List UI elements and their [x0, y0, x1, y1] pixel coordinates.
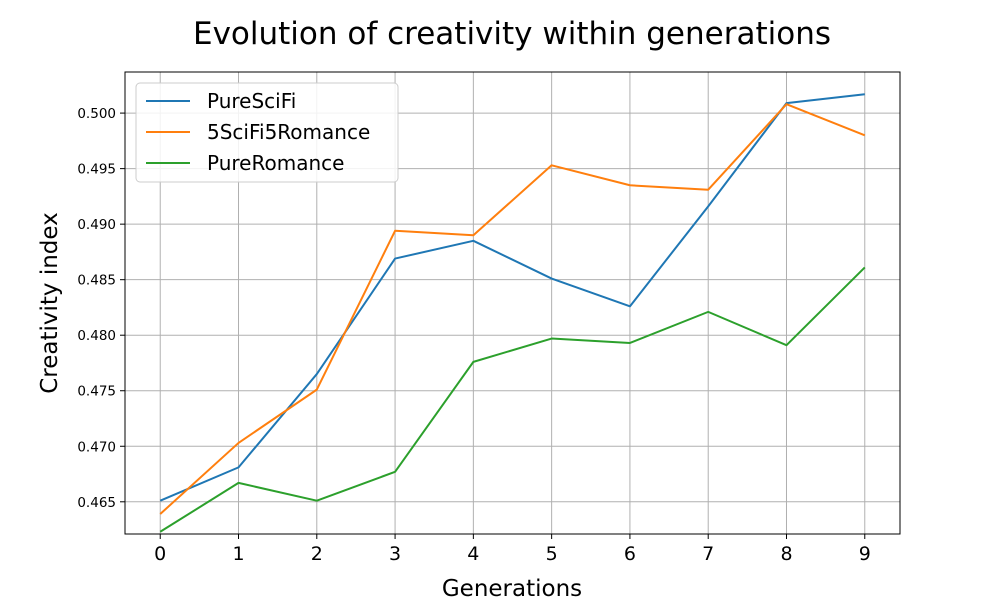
x-tick-label: 5	[546, 543, 558, 565]
y-tick-label: 0.495	[77, 162, 116, 178]
x-tick-label: 6	[624, 543, 636, 565]
legend-label: 5SciFi5Romance	[207, 120, 370, 144]
y-tick-label: 0.485	[77, 273, 116, 289]
x-tick-label: 3	[389, 543, 401, 565]
y-axis-label: Creativity index	[37, 212, 63, 394]
legend-box	[135, 82, 399, 183]
legend: PureSciFi 5SciFi5Romance PureRomance	[135, 82, 399, 183]
x-tick-label: 8	[780, 543, 792, 565]
x-tick-label: 0	[154, 543, 166, 565]
x-tick-label: 4	[467, 543, 479, 565]
y-tick-label: 0.500	[77, 106, 116, 122]
x-tick-label: 7	[702, 543, 714, 565]
y-tick-label: 0.470	[77, 439, 116, 455]
series-line-5scifi5romance	[159, 103, 866, 515]
y-tick-label: 0.480	[77, 328, 116, 344]
plot-frame	[124, 71, 901, 535]
x-tick-label: 2	[311, 543, 323, 565]
series-line-pureromance	[159, 266, 866, 533]
y-tick-label: 0.475	[77, 384, 116, 400]
y-tick-label: 0.490	[77, 217, 116, 233]
x-tick-label: 1	[232, 543, 244, 565]
x-axis-label: Generations	[442, 576, 582, 600]
y-axis-ticks: 0.465 0.470 0.475 0.480 0.485 0.490 0.495 0.500	[77, 106, 125, 511]
series-layer	[159, 93, 866, 533]
y-tick-label: 0.465	[77, 495, 116, 511]
legend-label: PureRomance	[207, 151, 344, 175]
chart-title: Evolution of creativity within generatio…	[193, 16, 831, 52]
legend-label: PureSciFi	[207, 89, 296, 113]
series-line-purescifi	[159, 93, 865, 502]
x-axis-ticks: 0 1 2 3 4 5 6 7 8 9	[154, 534, 871, 565]
grid	[125, 72, 900, 534]
x-tick-label: 9	[859, 543, 871, 565]
